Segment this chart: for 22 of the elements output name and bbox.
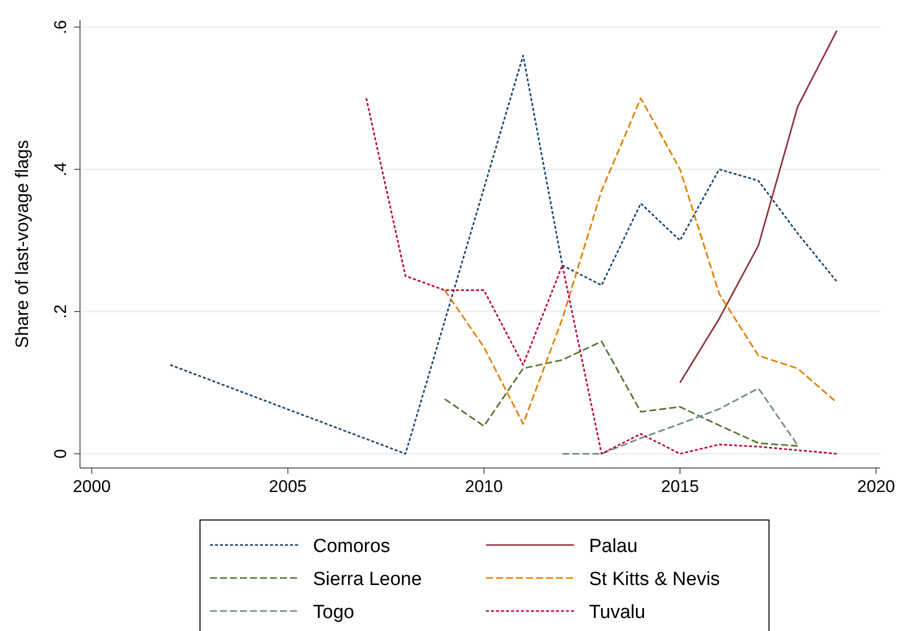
legend-label: Sierra Leone (313, 569, 422, 590)
legend-label: Palau (589, 536, 638, 557)
x-tick-label: 2010 (465, 477, 503, 496)
line-series (444, 340, 798, 447)
line-series (365, 97, 838, 455)
line-series (679, 30, 838, 384)
y-tick-label: .4 (51, 162, 70, 176)
x-tick-label: 2020 (857, 477, 895, 496)
legend-label: Comoros (313, 536, 390, 557)
line-series (562, 388, 798, 455)
y-tick-label: .2 (51, 304, 70, 319)
x-tick-label: 2000 (72, 477, 111, 496)
legend-label: St Kitts & Nevis (589, 569, 720, 590)
line-series (169, 54, 838, 455)
y-axis-title: Share of last-voyage flags (12, 140, 32, 348)
y-tick-label: .6 (51, 20, 70, 34)
legend-label: Tuvalu (589, 602, 646, 623)
line-series (444, 97, 838, 425)
legend-label: Togo (313, 602, 354, 623)
y-tick-label: 0 (51, 449, 70, 459)
x-tick-label: 2005 (268, 477, 307, 496)
x-tick-label: 2015 (661, 477, 699, 496)
